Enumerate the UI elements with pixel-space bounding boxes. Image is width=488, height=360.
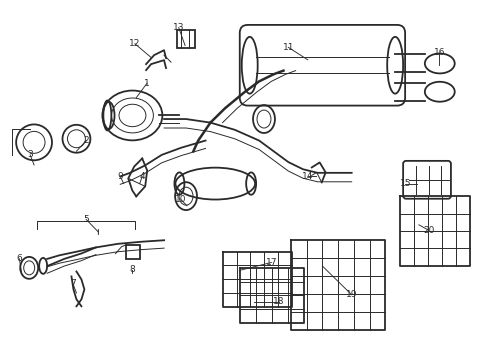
Text: 14: 14 — [302, 172, 313, 181]
Text: 10: 10 — [175, 195, 186, 204]
Text: 16: 16 — [433, 48, 444, 57]
Text: 5: 5 — [83, 215, 89, 224]
Text: 18: 18 — [272, 297, 284, 306]
Text: 6: 6 — [17, 255, 22, 264]
Text: 2: 2 — [83, 136, 89, 145]
Text: 7: 7 — [70, 279, 76, 288]
Text: 11: 11 — [282, 43, 293, 52]
Text: 3: 3 — [27, 150, 33, 159]
Text: 13: 13 — [173, 23, 184, 32]
Text: 1: 1 — [144, 79, 150, 88]
Text: 12: 12 — [129, 39, 140, 48]
Text: 9: 9 — [117, 172, 123, 181]
Text: 15: 15 — [399, 179, 410, 188]
Text: 17: 17 — [265, 258, 277, 267]
Text: 8: 8 — [129, 265, 135, 274]
Text: 20: 20 — [422, 226, 433, 235]
Text: 4: 4 — [139, 172, 145, 181]
Text: 19: 19 — [345, 290, 357, 299]
